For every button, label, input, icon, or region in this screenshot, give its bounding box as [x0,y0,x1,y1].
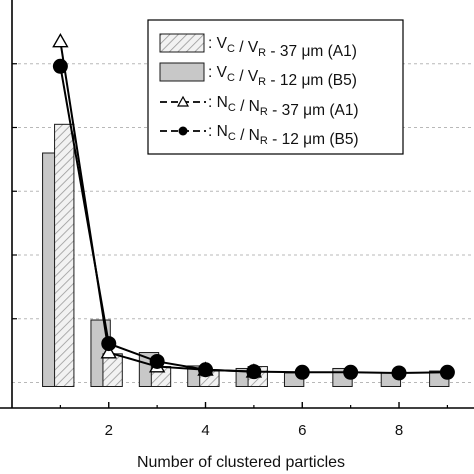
marker-circle [294,364,310,380]
marker-circle [198,362,214,378]
legend: : VC / VR - 37 μm (A1) : VC / VR - 12 μm … [147,19,404,155]
marker-circle [439,364,455,380]
marker-circle [52,58,68,74]
marker-triangle [52,33,69,48]
bar-a1 [102,353,123,387]
legend-label: : NC / NR - 12 μm (B5) [208,123,359,148]
legend-label: : VC / VR - 12 μm (B5) [208,64,357,89]
x-axis-title: Number of clustered particles [137,454,345,471]
legend-swatch-b5 [159,62,205,82]
x-tick-label: 4 [201,422,209,439]
legend-marker-circle [178,126,188,136]
legend-label: : VC / VR - 37 μm (A1) [208,35,357,60]
legend-marker-triangle [176,95,190,107]
x-tick-label: 2 [105,422,113,439]
marker-circle [101,336,117,352]
x-tick-label: 6 [298,422,306,439]
marker-circle [343,364,359,380]
series-markers [52,33,455,381]
legend-label: : NC / NR - 37 μm (A1) [208,94,359,119]
bar-a1 [54,123,75,387]
axes: 2 4 6 8 [0,0,474,439]
x-tick-label: 8 [395,422,403,439]
marker-triangle [100,344,117,359]
marker-circle [246,364,262,380]
marker-circle [149,353,165,369]
legend-swatch-a1 [159,33,205,53]
marker-circle [391,365,407,381]
